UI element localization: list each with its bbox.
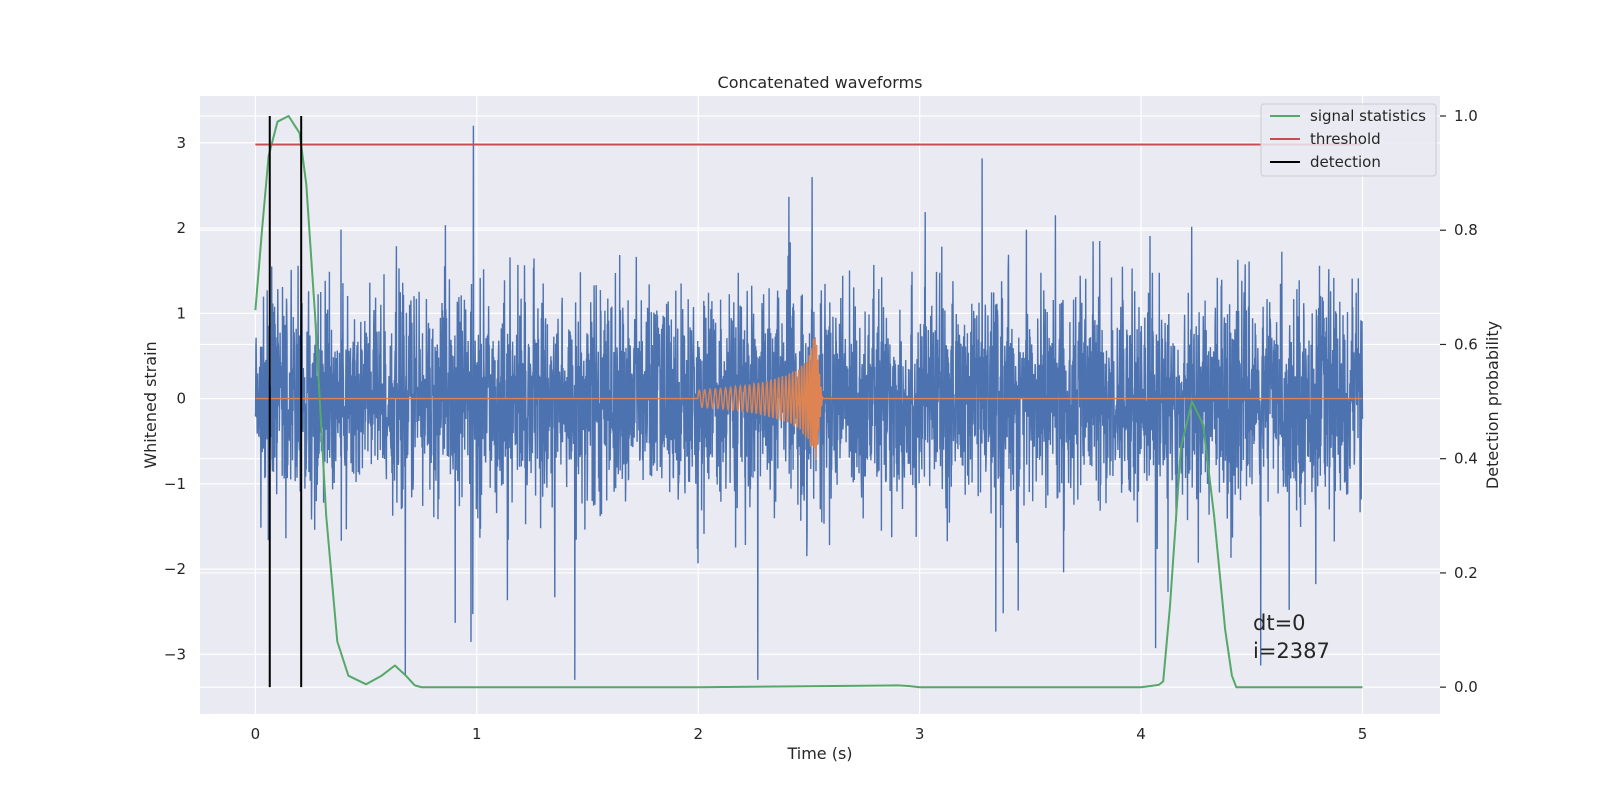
y2-tick-label: 0.4 xyxy=(1454,450,1478,468)
x-tick-label: 0 xyxy=(251,725,261,743)
x-tick-label: 4 xyxy=(1136,725,1146,743)
y-tick-label: 2 xyxy=(176,219,186,237)
y2-axis-label: Detection probability xyxy=(1483,321,1502,489)
legend-detection-label: detection xyxy=(1310,153,1381,171)
x-tick-label: 1 xyxy=(472,725,482,743)
y-tick-label: −1 xyxy=(164,475,186,493)
y2-tick-label: 0.8 xyxy=(1454,221,1478,239)
annotation: dt=0 i=2387 xyxy=(1253,611,1330,663)
series-signal-statistics xyxy=(254,115,1363,689)
y2-tick-label: 0.0 xyxy=(1454,678,1478,696)
legend: signal statistics threshold detection xyxy=(1260,103,1437,177)
y2-tick-label: 1.0 xyxy=(1454,107,1478,125)
annotation-index: i=2387 xyxy=(1253,639,1330,663)
legend-box xyxy=(1260,103,1437,177)
y-tick-label: 0 xyxy=(176,390,186,408)
y-tick-label: −3 xyxy=(164,645,186,663)
y2-tick-label: 0.6 xyxy=(1454,335,1478,353)
y-axis-label: Whitened strain xyxy=(141,341,160,468)
y-tick-label: 3 xyxy=(176,134,186,152)
x-tick-label: 2 xyxy=(693,725,703,743)
x-tick-label: 5 xyxy=(1358,725,1368,743)
y2-tick-label: 0.2 xyxy=(1454,564,1478,582)
x-tick-label: 3 xyxy=(915,725,925,743)
series-waveform xyxy=(255,337,1363,461)
chart-title: Concatenated waveforms xyxy=(718,73,923,92)
annotation-dt: dt=0 xyxy=(1253,611,1306,635)
y-tick-label: −2 xyxy=(164,560,186,578)
axis-ticks: 0 1 2 3 4 5 −3 −2 −1 0 1 2 3 0.0 0.2 0.4 0.6 0.8 1.0 xyxy=(164,107,1478,743)
legend-signal-statistics-label: signal statistics xyxy=(1310,107,1426,125)
x-axis-label: Time (s) xyxy=(786,744,852,763)
y-tick-label: 1 xyxy=(176,304,186,322)
series-layer xyxy=(254,115,1364,689)
legend-threshold-label: threshold xyxy=(1310,130,1381,148)
